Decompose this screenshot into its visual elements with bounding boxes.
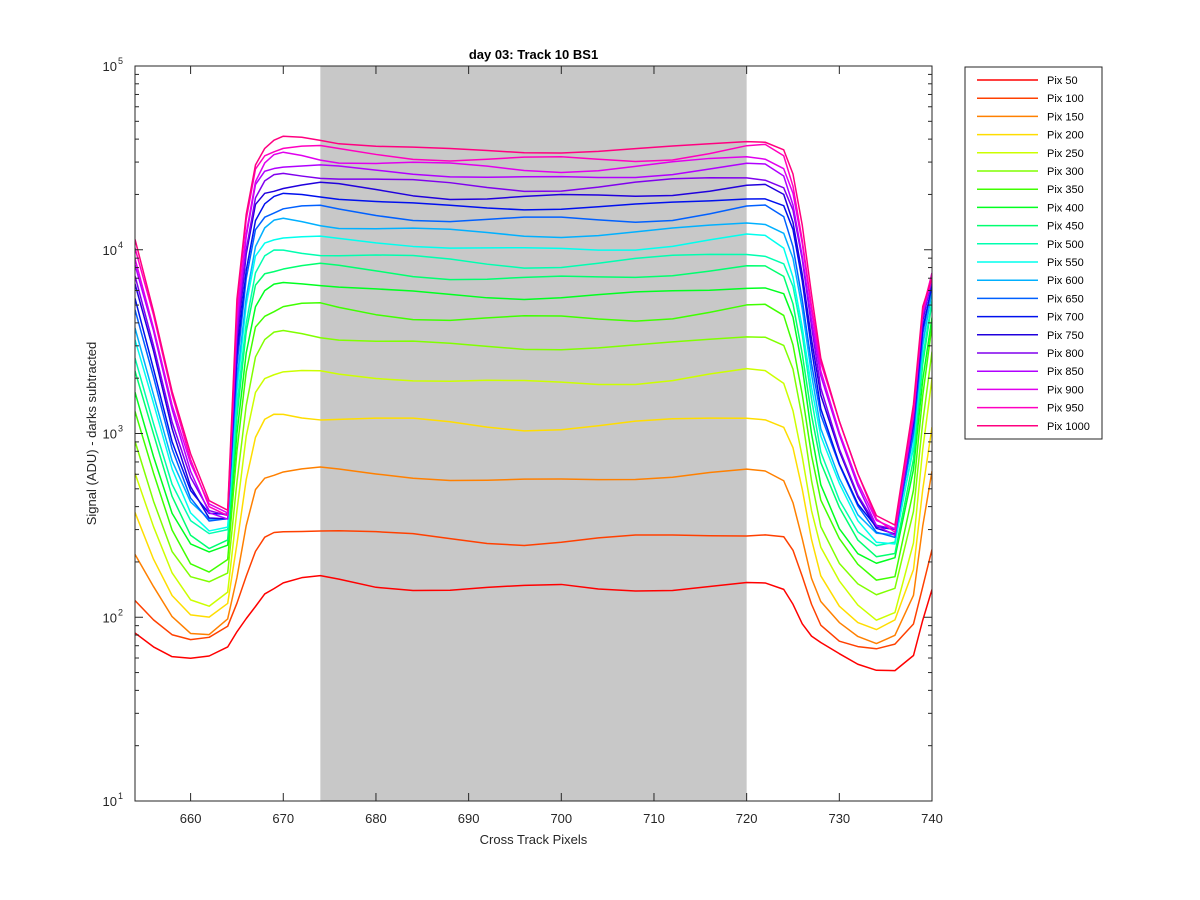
y-tick-label: 10 (103, 427, 117, 442)
legend-label: Pix 100 (1047, 93, 1084, 105)
legend-item: Pix 550 (977, 257, 1084, 269)
x-tick-label: 740 (921, 811, 943, 826)
y-tick-label: 10 (103, 59, 117, 74)
legend-item: Pix 500 (977, 239, 1084, 251)
legend-item: Pix 200 (977, 130, 1084, 142)
series-line-pix-150 (135, 466, 932, 645)
legend-item: Pix 1000 (977, 421, 1090, 433)
series-line-pix-650 (135, 204, 932, 539)
y-tick-exponent: 1 (118, 791, 123, 801)
legend-label: Pix 850 (1047, 366, 1084, 378)
legend-label: Pix 250 (1047, 148, 1084, 160)
series-line-pix-200 (135, 413, 932, 631)
y-tick-exponent: 5 (118, 56, 123, 66)
x-tick-label: 730 (828, 811, 850, 826)
legend-item: Pix 750 (977, 330, 1084, 342)
legend-label: Pix 900 (1047, 384, 1084, 396)
series-line-pix-100 (135, 529, 932, 650)
legend-label: Pix 750 (1047, 330, 1084, 342)
x-tick-label: 700 (550, 811, 572, 826)
y-tick-exponent: 4 (118, 240, 123, 250)
legend-item: Pix 150 (977, 111, 1084, 123)
legend-item: Pix 650 (977, 293, 1084, 305)
x-tick-label: 680 (365, 811, 387, 826)
x-tick-label: 720 (736, 811, 758, 826)
legend-item: Pix 700 (977, 312, 1084, 324)
legend-label: Pix 700 (1047, 312, 1084, 324)
shaded-region (320, 66, 747, 801)
series-line-pix-350 (135, 302, 932, 581)
legend-label: Pix 550 (1047, 257, 1084, 269)
legend-label: Pix 400 (1047, 202, 1084, 214)
legend-box (964, 66, 1103, 440)
y-tick-exponent: 3 (118, 424, 123, 434)
x-tick-label: 710 (643, 811, 665, 826)
series-line-pix-450 (135, 262, 932, 558)
legend-label: Pix 200 (1047, 130, 1084, 142)
legend-label: Pix 950 (1047, 403, 1084, 415)
series-line-pix-1000 (135, 135, 932, 526)
legend-item: Pix 900 (977, 384, 1084, 396)
y-axis-label: Signal (ADU) - darks subtracted (84, 342, 99, 526)
y-tick-label: 10 (103, 794, 117, 809)
series-line-pix-300 (135, 329, 932, 596)
legend-label: Pix 1000 (1047, 421, 1090, 433)
legend-item: Pix 950 (977, 403, 1084, 415)
legend-label: Pix 500 (1047, 239, 1084, 251)
legend-items: Pix 50 Pix 100 Pix 150 Pix 200 Pix 250 Pix 30… (977, 75, 1090, 433)
series-line-pix-500 (135, 249, 932, 547)
legend-label: Pix 600 (1047, 275, 1084, 287)
y-tick-label: 10 (103, 243, 117, 258)
legend-item: Pix 100 (977, 93, 1084, 105)
legend-item: Pix 450 (977, 221, 1084, 233)
legend-item: Pix 850 (977, 366, 1084, 378)
series-line-pix-800 (135, 172, 932, 531)
series-line-pix-550 (135, 233, 932, 545)
series-line-pix-600 (135, 217, 932, 536)
y-tick-exponent: 2 (118, 607, 123, 617)
legend-item: Pix 600 (977, 275, 1084, 287)
legend-item: Pix 350 (977, 184, 1084, 196)
legend-label: Pix 800 (1047, 348, 1084, 360)
legend-label: Pix 650 (1047, 293, 1084, 305)
legend: Pix 50 Pix 100 Pix 150 Pix 200 Pix 250 Pix 30… (964, 66, 1103, 440)
x-axis-label: Cross Track Pixels (480, 832, 588, 847)
y-tick-label: 10 (103, 610, 117, 625)
legend-item: Pix 400 (977, 202, 1084, 214)
legend-label: Pix 150 (1047, 111, 1084, 123)
x-tick-label: 660 (180, 811, 202, 826)
series-line-pix-50 (135, 574, 932, 672)
series-line-pix-900 (135, 151, 932, 530)
legend-label: Pix 450 (1047, 221, 1084, 233)
series-line-pix-400 (135, 281, 932, 565)
series-line-pix-700 (135, 192, 932, 531)
chart-title: day 03: Track 10 BS1 (469, 47, 598, 62)
legend-label: Pix 50 (1047, 75, 1078, 87)
x-tick-label: 690 (458, 811, 480, 826)
legend-item: Pix 300 (977, 166, 1084, 178)
legend-label: Pix 300 (1047, 166, 1084, 178)
series-group (135, 135, 932, 672)
legend-item: Pix 800 (977, 348, 1084, 360)
legend-item: Pix 250 (977, 148, 1084, 160)
legend-item: Pix 50 (977, 75, 1078, 87)
x-tick-label: 670 (272, 811, 294, 826)
legend-label: Pix 350 (1047, 184, 1084, 196)
series-line-pix-250 (135, 367, 932, 621)
